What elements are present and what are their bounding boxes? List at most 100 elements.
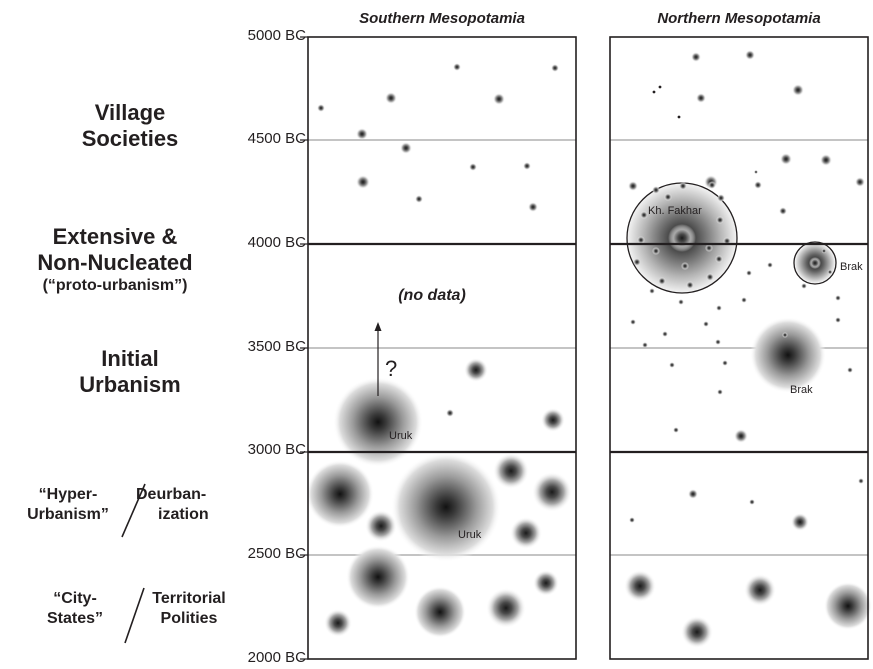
settlement-dot-tiny	[652, 90, 656, 94]
settlement-dot-south-late	[365, 510, 397, 542]
settlement-dot-north-proto	[835, 317, 841, 323]
settlement-dot-north-village	[754, 181, 762, 189]
box-northern	[609, 36, 869, 660]
settlement-dot-north-uruk	[847, 367, 853, 373]
fakhar-settlement	[681, 262, 689, 270]
settlement-dot-north-village	[779, 207, 787, 215]
settlement-dot-north-proto	[801, 283, 807, 289]
slash-city	[124, 587, 145, 644]
fakhar-settlement	[705, 244, 713, 252]
phase-extensive-line2: Non-Nucleated	[37, 250, 193, 275]
settlement-dot-north-village	[820, 154, 832, 166]
settlement-dot-north-late	[688, 489, 698, 499]
settlement-dot-north-proto	[835, 295, 841, 301]
phase-initial-line2: Urbanism	[79, 372, 181, 397]
phase-hyper-right1: Deurban-	[136, 486, 207, 503]
slash-hyper	[121, 483, 146, 538]
phase-city-states: “City- States”	[30, 589, 120, 629]
settlement-dot-north-proto	[678, 299, 684, 305]
phase-city-left1: “City-	[53, 590, 97, 607]
brak-early-center	[809, 257, 821, 269]
settlement-dot-north-city	[744, 574, 776, 606]
time-label-2000: 2000 BC	[247, 649, 306, 666]
settlement-dot-south-uruk	[541, 408, 565, 432]
brak-early-label: Brak	[840, 261, 863, 273]
settlement-dot-north-proto	[649, 288, 655, 294]
fakhar-settlement	[658, 277, 666, 285]
phase-deurbanization: Deurban- ization	[136, 485, 246, 525]
settlement-dot-south-village	[385, 92, 397, 104]
no-data-label: (no data)	[398, 287, 466, 304]
phase-initial-line1: Initial	[101, 346, 159, 371]
fakhar-settlement	[706, 273, 714, 281]
settlement-dot-south-village	[469, 163, 477, 171]
settlement-dot-north-village	[792, 84, 804, 96]
fakhar-settlement	[715, 255, 723, 263]
phase-extensive-line1: Extensive &	[52, 224, 178, 249]
brak-early-settlement	[821, 248, 827, 254]
settlement-dot-north-proto	[642, 342, 648, 348]
fakhar-settlement	[716, 216, 724, 224]
box-southern	[307, 36, 577, 660]
phase-lines-heavy	[308, 242, 868, 454]
uruk-arrow-head	[374, 322, 382, 331]
region-title-north: Northern Mesopotamia	[657, 10, 821, 27]
settlement-dot-south-village	[523, 162, 531, 170]
settlement-dot-north-city	[624, 570, 656, 602]
settlement-dot-north-uruk	[717, 389, 723, 395]
settlement-dot-north-late	[749, 499, 755, 505]
settlement-dot-north-village	[696, 93, 706, 103]
phase-hyper-left1: “Hyper-	[38, 486, 98, 503]
settlement-dot-south-village	[356, 128, 368, 140]
fakhar-settlement	[637, 236, 645, 244]
settlement-dot-tiny	[677, 115, 681, 119]
settlement-dot-south-city	[486, 588, 526, 628]
phase-village-line1: Village	[94, 100, 166, 125]
phase-city-right2: Polities	[160, 610, 218, 627]
phase-extensive: Extensive & Non-Nucleated (“proto-urbani…	[0, 224, 230, 296]
settlement-dot-south-uruk	[446, 409, 454, 417]
settlement-dot-north-uruk	[669, 362, 675, 368]
time-label-2500: 2500 BC	[247, 545, 306, 562]
settlement-dot-north-proto	[662, 331, 668, 337]
settlement-dot-north-proto	[715, 339, 721, 345]
settlement-dots	[306, 50, 872, 648]
settlement-dot-south-city	[414, 586, 466, 638]
phase-initial-urbanism: Initial Urbanism	[40, 346, 220, 398]
settlement-dot-north-village	[745, 50, 755, 60]
settlement-dot-north-city	[681, 616, 713, 648]
settlement-dot-south-village	[453, 63, 461, 71]
settlement-dot-north-proto	[716, 305, 722, 311]
settlement-dot-south-village	[551, 64, 559, 72]
settlement-dot-north-proto	[630, 319, 636, 325]
fakhar-settlement	[679, 182, 687, 190]
fakhar-label: Kh. Fakhar	[648, 205, 702, 217]
phase-hyper-right2: ization	[158, 506, 209, 523]
phase-extensive-line3: (“proto-urbanism”)	[42, 277, 188, 294]
settlement-dot-north-late	[791, 513, 809, 531]
phase-village-line2: Societies	[81, 126, 179, 151]
settlement-dot-north-uruk	[722, 360, 728, 366]
time-label-4500: 4500 BC	[247, 130, 306, 147]
phase-village-societies: Village Societies	[40, 100, 220, 152]
fakhar-settlement	[652, 247, 660, 255]
uruk-late-settlement	[391, 452, 501, 562]
fakhar-settlement	[686, 281, 694, 289]
settlement-dot-north-village	[628, 181, 638, 191]
settlement-dot-south-city	[324, 609, 352, 637]
uruk-late-label: Uruk	[458, 529, 482, 541]
fakhar-settlement	[633, 258, 641, 266]
settlement-dot-south-city	[346, 545, 410, 609]
phase-hyper-left2: Urbanism”	[27, 506, 109, 523]
settlement-dot-south-city	[533, 570, 559, 596]
axis-ticks	[300, 36, 308, 660]
settlement-dot-north-village	[780, 153, 792, 165]
question-mark: ?	[385, 356, 397, 381]
fakhar-settlement	[708, 181, 716, 189]
time-label-5000: 5000 BC	[247, 27, 306, 44]
fakhar-settlement	[664, 193, 672, 201]
settlement-dot-south-village	[317, 104, 325, 112]
settlement-dot-north-proto	[767, 262, 773, 268]
fakhar-settlement	[640, 211, 648, 219]
